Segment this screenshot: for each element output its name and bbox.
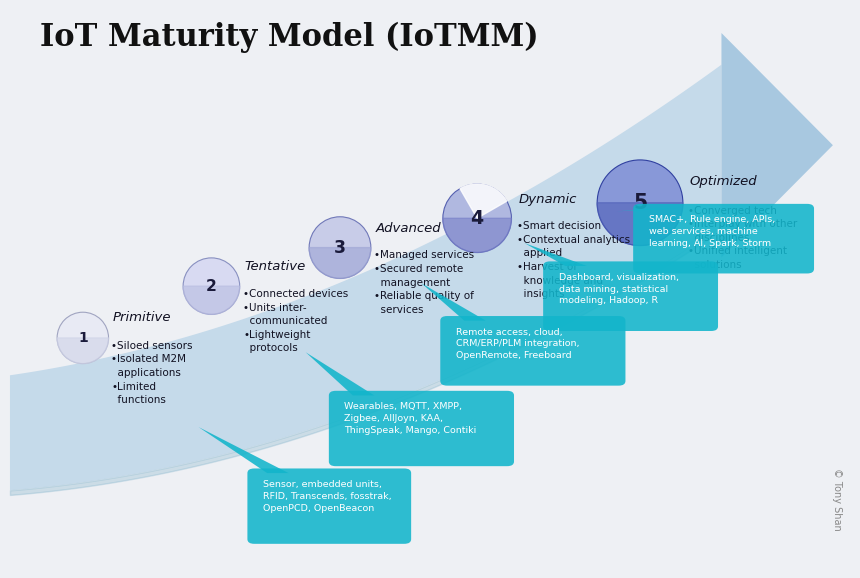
Text: 2: 2 <box>206 279 217 294</box>
Text: Sensor, embedded units,
RFID, Transcends, fosstrak,
OpenPCD, OpenBeacon: Sensor, embedded units, RFID, Transcends… <box>263 480 391 513</box>
Polygon shape <box>57 338 108 364</box>
Ellipse shape <box>57 312 108 364</box>
FancyBboxPatch shape <box>633 204 814 273</box>
Polygon shape <box>525 243 587 266</box>
Text: Primitive: Primitive <box>113 310 171 324</box>
FancyBboxPatch shape <box>544 261 718 331</box>
Text: Dynamic: Dynamic <box>519 192 577 206</box>
Polygon shape <box>722 33 832 257</box>
Text: © Tony Shan: © Tony Shan <box>832 468 842 531</box>
Polygon shape <box>305 352 374 395</box>
Text: SMAC+, Rule engine, APIs,
web services, machine
learning, AI, Spark, Storm: SMAC+, Rule engine, APIs, web services, … <box>648 216 775 248</box>
Ellipse shape <box>183 258 240 314</box>
Text: Wearables, MQTT, XMPP,
Zigbee, AllJoyn, KAA,
ThingSpeak, Mango, Contiki: Wearables, MQTT, XMPP, Zigbee, AllJoyn, … <box>344 402 476 435</box>
Text: •Smart decision
•Contextual analytics
  applied
•Harvest of
  knowledge and
  in: •Smart decision •Contextual analytics ap… <box>517 221 630 299</box>
Text: •Connected devices
•Units inter-
  communicated
•Lightweight
  protocols: •Connected devices •Units inter- communi… <box>243 289 348 353</box>
Polygon shape <box>183 286 240 314</box>
Ellipse shape <box>309 217 371 279</box>
Text: 1: 1 <box>78 331 88 345</box>
Polygon shape <box>617 209 676 212</box>
Text: Optimized: Optimized <box>690 175 758 188</box>
Text: 3: 3 <box>334 239 346 257</box>
Polygon shape <box>443 218 512 253</box>
Polygon shape <box>597 203 683 246</box>
Text: 4: 4 <box>470 209 483 228</box>
Text: IoT Maturity Model (IoTMM): IoT Maturity Model (IoTMM) <box>40 21 538 53</box>
Polygon shape <box>309 247 371 279</box>
Text: Advanced: Advanced <box>376 222 442 235</box>
Text: Dashboard, visualization,
data mining, statistical
modeling, Hadoop, R: Dashboard, visualization, data mining, s… <box>559 273 679 306</box>
Polygon shape <box>199 427 289 473</box>
FancyBboxPatch shape <box>440 316 625 386</box>
Polygon shape <box>460 184 507 218</box>
Polygon shape <box>10 65 722 490</box>
Polygon shape <box>421 283 486 321</box>
Text: •Managed services
•Secured remote
  management
•Reliable quality of
  services: •Managed services •Secured remote manage… <box>374 250 475 315</box>
Text: Remote access, cloud,
CRM/ERP/PLM integration,
OpenRemote, Freeboard: Remote access, cloud, CRM/ERP/PLM integr… <box>456 328 580 360</box>
FancyBboxPatch shape <box>329 391 514 466</box>
FancyBboxPatch shape <box>248 469 411 544</box>
Ellipse shape <box>443 184 512 253</box>
Ellipse shape <box>597 160 683 246</box>
Text: 5: 5 <box>633 192 647 213</box>
Text: Tentative: Tentative <box>244 261 305 273</box>
Text: •Converged tech
•Interplay with other
  disciplines
•Unified intelligent
  solut: •Converged tech •Interplay with other di… <box>688 206 797 270</box>
Text: •Siloed sensors
•Isolated M2M
  applications
•Limited
  functions: •Siloed sensors •Isolated M2M applicatio… <box>111 341 193 405</box>
